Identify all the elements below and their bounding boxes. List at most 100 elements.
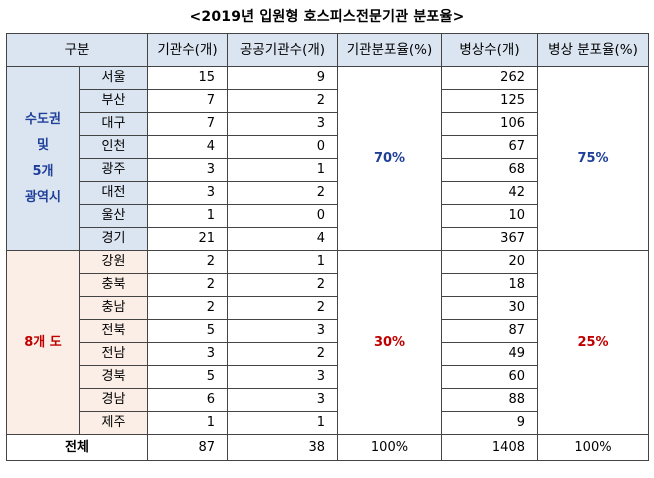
public-institutions-cell: 3 (227, 388, 338, 412)
total-public-institutions: 38 (227, 434, 338, 461)
institutions-cell: 3 (147, 181, 228, 205)
institutions-cell: 7 (147, 89, 228, 113)
city-cell: 대구 (79, 112, 148, 136)
header-institutions: 기관수(개) (147, 33, 228, 67)
hospice-distribution-table: 구분 기관수(개) 공공기관수(개) 기관분포율(%) 병상수(개) 병상 분포… (6, 33, 649, 461)
group-label-line: 수도권 (25, 111, 61, 127)
table-row: 부산 7 2 125 (7, 89, 649, 113)
header-inst-ratio: 기관분포율(%) (337, 33, 442, 67)
table-row: 광주 3 1 68 (7, 158, 649, 182)
institutions-cell: 3 (147, 342, 228, 366)
inst-ratio-cell: 70% (337, 66, 442, 251)
total-row: 전체 87 38 100% 1408 100% (6, 434, 649, 461)
public-institutions-cell: 4 (227, 227, 338, 251)
public-institutions-cell: 9 (227, 66, 338, 90)
beds-cell: 42 (441, 181, 538, 205)
beds-cell: 88 (441, 388, 538, 412)
institutions-cell: 15 (147, 66, 228, 90)
institutions-cell: 2 (147, 273, 228, 297)
table-row: 충남 2 2 30 (7, 296, 649, 320)
table-row: 인천 4 0 67 (7, 135, 649, 159)
total-bed-ratio: 100% (537, 434, 649, 461)
institutions-cell: 5 (147, 365, 228, 389)
city-cell: 인천 (79, 135, 148, 159)
city-cell: 서울 (79, 66, 148, 90)
public-institutions-cell: 0 (227, 135, 338, 159)
beds-cell: 125 (441, 89, 538, 113)
table-row: 전남 3 2 49 (7, 342, 649, 366)
beds-cell: 20 (441, 250, 538, 274)
table-body: 수도권 및 5개 광역시 서울 15 9 70% 262 75% 부산 7 2 125 대구 7 3 106 인천 4… (6, 66, 649, 461)
bed-ratio-cell: 75% (537, 66, 649, 251)
group-label-line: 8개 도 (24, 334, 62, 350)
institutions-cell: 4 (147, 135, 228, 159)
institutions-cell: 21 (147, 227, 228, 251)
city-cell: 광주 (79, 158, 148, 182)
institutions-cell: 1 (147, 204, 228, 228)
city-cell: 부산 (79, 89, 148, 113)
public-institutions-cell: 3 (227, 319, 338, 343)
header-public-institutions: 공공기관수(개) (227, 33, 338, 67)
group-label-line: 5개 (32, 163, 54, 179)
city-cell: 강원 (79, 250, 148, 274)
header-beds: 병상수(개) (441, 33, 538, 67)
city-cell: 경북 (79, 365, 148, 389)
beds-cell: 68 (441, 158, 538, 182)
beds-cell: 367 (441, 227, 538, 251)
public-institutions-cell: 3 (227, 112, 338, 136)
public-institutions-cell: 2 (227, 273, 338, 297)
table-row: 경기 21 4 367 (7, 227, 649, 251)
beds-cell: 106 (441, 112, 538, 136)
public-institutions-cell: 2 (227, 89, 338, 113)
total-beds: 1408 (441, 434, 538, 461)
public-institutions-cell: 1 (227, 411, 338, 435)
beds-cell: 30 (441, 296, 538, 320)
city-cell: 경기 (79, 227, 148, 251)
city-cell: 충북 (79, 273, 148, 297)
beds-cell: 9 (441, 411, 538, 435)
institutions-cell: 7 (147, 112, 228, 136)
header-row: 구분 기관수(개) 공공기관수(개) 기관분포율(%) 병상수(개) 병상 분포… (6, 33, 649, 67)
beds-cell: 87 (441, 319, 538, 343)
beds-cell: 10 (441, 204, 538, 228)
city-cell: 대전 (79, 181, 148, 205)
city-cell: 전남 (79, 342, 148, 366)
beds-cell: 60 (441, 365, 538, 389)
public-institutions-cell: 0 (227, 204, 338, 228)
city-cell: 전북 (79, 319, 148, 343)
city-cell: 제주 (79, 411, 148, 435)
public-institutions-cell: 1 (227, 250, 338, 274)
beds-cell: 49 (441, 342, 538, 366)
institutions-cell: 2 (147, 250, 228, 274)
public-institutions-cell: 2 (227, 296, 338, 320)
institutions-cell: 3 (147, 158, 228, 182)
group-label: 8개 도 (6, 250, 80, 435)
header-bed-ratio: 병상 분포율(%) (537, 33, 649, 67)
table-row: 대전 3 2 42 (7, 181, 649, 205)
public-institutions-cell: 1 (227, 158, 338, 182)
total-institutions: 87 (147, 434, 228, 461)
public-institutions-cell: 2 (227, 181, 338, 205)
table-row: 8개 도 강원 2 1 30% 20 25% (6, 250, 649, 435)
total-label: 전체 (6, 434, 148, 461)
city-cell: 경남 (79, 388, 148, 412)
beds-cell: 67 (441, 135, 538, 159)
city-cell: 울산 (79, 204, 148, 228)
public-institutions-cell: 3 (227, 365, 338, 389)
public-institutions-cell: 2 (227, 342, 338, 366)
group-label-line: 및 (37, 137, 49, 153)
institutions-cell: 2 (147, 296, 228, 320)
beds-cell: 262 (441, 66, 538, 90)
table-title: <2019년 입원형 호스피스전문기관 분포율> (189, 9, 465, 25)
header-region: 구분 (6, 33, 148, 67)
inst-ratio-cell: 30% (337, 250, 442, 435)
bed-ratio-cell: 25% (537, 250, 649, 435)
group-label-line: 광역시 (25, 189, 61, 205)
city-cell: 충남 (79, 296, 148, 320)
institutions-cell: 1 (147, 411, 228, 435)
beds-cell: 18 (441, 273, 538, 297)
institutions-cell: 6 (147, 388, 228, 412)
institutions-cell: 5 (147, 319, 228, 343)
